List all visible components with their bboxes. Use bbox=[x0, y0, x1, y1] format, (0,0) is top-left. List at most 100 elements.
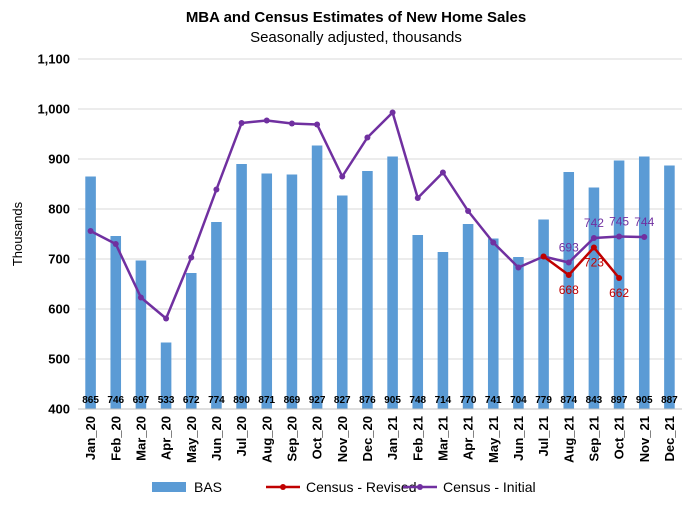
bar-value-label: 748 bbox=[409, 395, 426, 406]
series-marker bbox=[590, 235, 597, 241]
lines bbox=[87, 109, 648, 322]
bar-value-label: 827 bbox=[334, 395, 351, 406]
x-tick-label: Sep_20 bbox=[284, 416, 299, 462]
series-marker bbox=[238, 120, 245, 126]
bar bbox=[185, 273, 197, 409]
bar-value-label: 779 bbox=[535, 395, 552, 406]
legend-swatch-marker bbox=[417, 484, 423, 490]
bar-value-label: 905 bbox=[384, 395, 401, 406]
bar bbox=[286, 174, 298, 409]
bar-value-label: 874 bbox=[560, 395, 577, 406]
gridlines bbox=[78, 58, 682, 360]
initial-value-label: 693 bbox=[559, 241, 579, 255]
x-tick-label: May_21 bbox=[486, 416, 501, 463]
series-marker bbox=[339, 173, 346, 180]
series-marker bbox=[163, 315, 170, 322]
bar-value-label: 865 bbox=[82, 395, 99, 406]
initial-value-label: 742 bbox=[584, 216, 604, 230]
series-marker bbox=[465, 208, 472, 214]
bar bbox=[513, 257, 524, 409]
series-marker bbox=[490, 239, 497, 246]
y-tick-label: 400 bbox=[48, 402, 70, 417]
data-labels: 865 746 697 533 672 774 890 871 869 927 827 876 905 7… bbox=[82, 215, 678, 407]
legend: BAS Census - Revised Census - Initial bbox=[152, 479, 536, 495]
revised-value-label: 668 bbox=[559, 283, 579, 297]
x-tick-label: Jun_21 bbox=[511, 416, 526, 461]
y-tick-label: 700 bbox=[48, 252, 70, 267]
x-tick-label: Jan_21 bbox=[385, 416, 400, 460]
axes: 400 500 600 700 800 900 1,000 1,100 Jan_20 Feb_20… bbox=[37, 52, 682, 463]
series-marker bbox=[616, 233, 623, 240]
x-tick-label: Dec_21 bbox=[662, 416, 677, 462]
series-marker bbox=[590, 244, 597, 251]
bar-value-label: 927 bbox=[309, 395, 326, 406]
x-tick-label: Mar_20 bbox=[133, 416, 148, 461]
revised-value-label: 662 bbox=[609, 286, 629, 300]
series-marker bbox=[616, 275, 623, 281]
initial-value-label: 745 bbox=[609, 215, 629, 229]
series-marker bbox=[288, 120, 295, 127]
series-marker bbox=[188, 254, 195, 261]
series-line bbox=[542, 246, 621, 279]
bar bbox=[211, 222, 222, 409]
bar bbox=[336, 195, 348, 409]
y-tick-label: 500 bbox=[48, 352, 70, 367]
y-tick-label: 600 bbox=[48, 302, 70, 317]
bar bbox=[261, 173, 273, 409]
series-marker bbox=[641, 234, 648, 240]
series-marker bbox=[515, 264, 522, 271]
bar bbox=[538, 219, 549, 409]
bar bbox=[110, 236, 122, 409]
x-tick-label: Apr_20 bbox=[159, 416, 174, 460]
bar-value-label: 672 bbox=[183, 395, 200, 406]
initial-value-label: 744 bbox=[634, 215, 654, 229]
x-tick-label: Sep_21 bbox=[586, 416, 601, 462]
x-tick-label: Jul_20 bbox=[234, 416, 249, 456]
bar-value-label: 714 bbox=[435, 395, 452, 406]
x-tick-label: Aug_20 bbox=[259, 416, 274, 463]
legend-swatch-marker bbox=[280, 484, 286, 490]
bar-value-label: 890 bbox=[233, 395, 250, 406]
bar-value-label: 770 bbox=[460, 395, 477, 406]
bar-value-label: 704 bbox=[510, 395, 527, 406]
bar-value-label: 887 bbox=[661, 395, 678, 406]
y-tick-label: 1,000 bbox=[37, 102, 70, 117]
series-marker bbox=[439, 169, 446, 176]
x-tick-label: May_20 bbox=[184, 416, 199, 463]
bar bbox=[638, 156, 650, 409]
series-marker bbox=[263, 117, 270, 124]
bar bbox=[412, 235, 424, 409]
series-marker bbox=[389, 109, 396, 116]
bar-value-label: 876 bbox=[359, 395, 376, 406]
chart-subtitle: Seasonally adjusted, thousands bbox=[250, 29, 462, 46]
x-tick-label: Dec_20 bbox=[360, 416, 375, 462]
chart-title: MBA and Census Estimates of New Home Sal… bbox=[186, 9, 526, 26]
y-tick-label: 1,100 bbox=[37, 52, 70, 67]
x-tick-label: Feb_21 bbox=[410, 416, 425, 461]
series-marker bbox=[87, 228, 94, 234]
y-tick-label: 800 bbox=[48, 202, 70, 217]
series-marker bbox=[314, 121, 321, 128]
bar bbox=[387, 156, 398, 409]
bar-value-label: 905 bbox=[636, 395, 653, 406]
series-marker bbox=[565, 259, 572, 266]
bar-value-label: 871 bbox=[258, 395, 275, 406]
bar bbox=[563, 172, 575, 409]
series-marker bbox=[565, 272, 572, 278]
bar-value-label: 897 bbox=[611, 395, 628, 406]
x-tick-label: Jan_20 bbox=[83, 416, 98, 460]
bar bbox=[664, 165, 675, 409]
x-tick-label: Nov_21 bbox=[637, 416, 652, 462]
x-tick-label: Feb_20 bbox=[108, 416, 123, 461]
series-marker bbox=[213, 186, 220, 193]
x-tick-label: Nov_20 bbox=[335, 416, 350, 462]
bar bbox=[613, 160, 625, 409]
bars bbox=[85, 145, 675, 409]
x-tick-label: Oct_20 bbox=[310, 416, 325, 459]
bar-value-label: 533 bbox=[158, 395, 175, 406]
bar-value-label: 746 bbox=[107, 395, 124, 406]
x-tick-label: Apr_21 bbox=[461, 416, 476, 460]
x-tick-label: Aug_21 bbox=[561, 416, 576, 463]
bar bbox=[362, 171, 373, 409]
